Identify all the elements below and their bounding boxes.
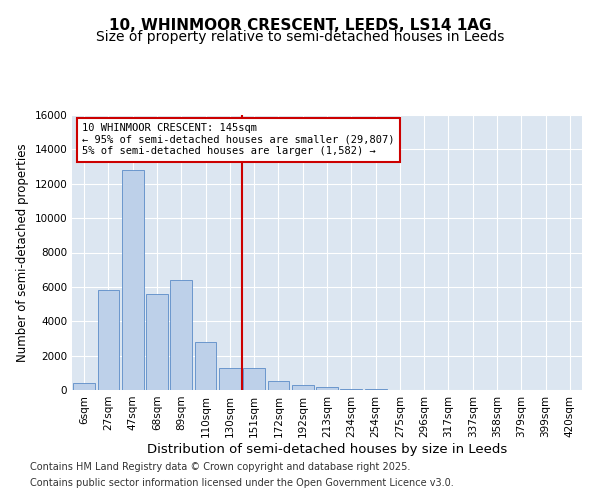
Bar	[146, 294, 168, 390]
Bar	[316, 386, 338, 390]
X-axis label: Distribution of semi-detached houses by size in Leeds: Distribution of semi-detached houses by …	[147, 442, 507, 456]
Bar	[292, 385, 314, 390]
Text: Contains public sector information licensed under the Open Government Licence v3: Contains public sector information licen…	[30, 478, 454, 488]
Bar	[340, 388, 362, 390]
Bar	[122, 170, 143, 390]
Bar	[194, 342, 217, 390]
Text: 10 WHINMOOR CRESCENT: 145sqm
← 95% of semi-detached houses are smaller (29,807)
: 10 WHINMOOR CRESCENT: 145sqm ← 95% of se…	[82, 123, 395, 156]
Y-axis label: Number of semi-detached properties: Number of semi-detached properties	[16, 143, 29, 362]
Bar	[219, 368, 241, 390]
Text: Contains HM Land Registry data © Crown copyright and database right 2025.: Contains HM Land Registry data © Crown c…	[30, 462, 410, 472]
Bar	[97, 290, 119, 390]
Text: Size of property relative to semi-detached houses in Leeds: Size of property relative to semi-detach…	[96, 30, 504, 44]
Bar	[170, 280, 192, 390]
Bar	[73, 383, 95, 390]
Bar	[243, 368, 265, 390]
Text: 10, WHINMOOR CRESCENT, LEEDS, LS14 1AG: 10, WHINMOOR CRESCENT, LEEDS, LS14 1AG	[109, 18, 491, 32]
Bar	[268, 382, 289, 390]
